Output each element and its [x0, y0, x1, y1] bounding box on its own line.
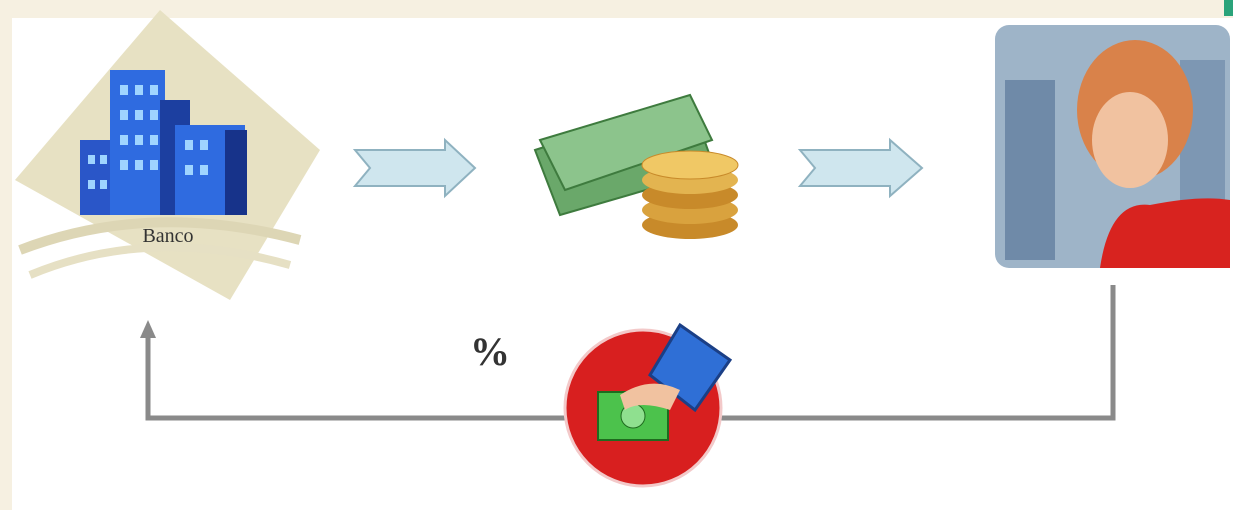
- interest-label: %: [470, 329, 510, 374]
- corner-mark: [1224, 0, 1233, 16]
- client-portrait: [995, 25, 1230, 268]
- bank-label: Banco: [142, 225, 193, 247]
- diagram: Banco %: [0, 0, 1233, 510]
- page: Banco % (() => { const data = JSON: [0, 0, 1233, 510]
